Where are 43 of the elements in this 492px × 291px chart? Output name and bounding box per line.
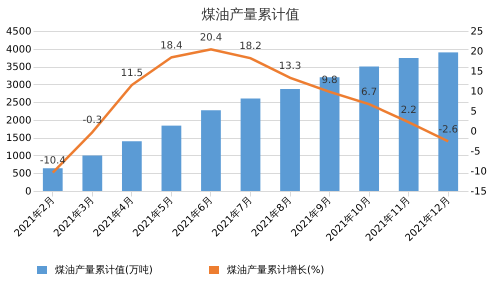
y-tick-label: 0 (25, 186, 32, 198)
data-label: 20.4 (200, 32, 222, 44)
y-tick-label: 2500 (6, 98, 32, 109)
data-label: 9.8 (322, 74, 338, 86)
y-tick-label: 500 (12, 168, 32, 180)
y2-tick-label: 15 (470, 66, 484, 78)
y-tick-label: 3500 (6, 62, 32, 74)
bar (359, 66, 380, 191)
bar (398, 58, 419, 191)
data-label: 18.4 (160, 40, 183, 52)
y-tick-label: 3000 (6, 80, 32, 91)
bar (201, 110, 221, 191)
bar (240, 98, 260, 191)
y2-tick-label: -15 (470, 186, 487, 198)
y2-tick-label: -5 (470, 146, 480, 158)
bar (438, 52, 458, 191)
y2-tick-label: 0 (470, 126, 477, 138)
y-tick-label: 4000 (6, 44, 32, 56)
y2-tick-label: 20 (470, 46, 484, 58)
bar (280, 88, 300, 191)
y-tick-label: 2000 (6, 115, 32, 126)
y2-tick-label: 10 (470, 86, 484, 98)
bar (162, 126, 182, 191)
data-label: -0.3 (82, 115, 102, 126)
legend-label: 煤油产量累计增长(%) (227, 264, 324, 276)
y2-tick-label: -10 (470, 166, 487, 178)
data-label: -2.6 (438, 124, 458, 136)
bar (320, 77, 340, 191)
legend-label: 煤油产量累计值(万吨) (55, 264, 153, 276)
bar (122, 141, 142, 191)
data-label: 11.5 (120, 68, 143, 79)
y-tick-label: 1000 (6, 150, 32, 162)
bar (82, 155, 102, 191)
y-tick-label: 4500 (6, 26, 32, 38)
chart-title: 煤油产量累计值 (202, 7, 300, 23)
y2-tick-label: 5 (470, 106, 477, 118)
data-label: 18.2 (239, 41, 262, 52)
y-tick-label: 1500 (6, 133, 32, 144)
data-label: 6.7 (361, 87, 378, 98)
data-label: 2.2 (400, 105, 417, 116)
bar (42, 168, 63, 191)
data-label: 13.3 (278, 60, 302, 72)
y2-tick-label: 25 (470, 26, 484, 38)
